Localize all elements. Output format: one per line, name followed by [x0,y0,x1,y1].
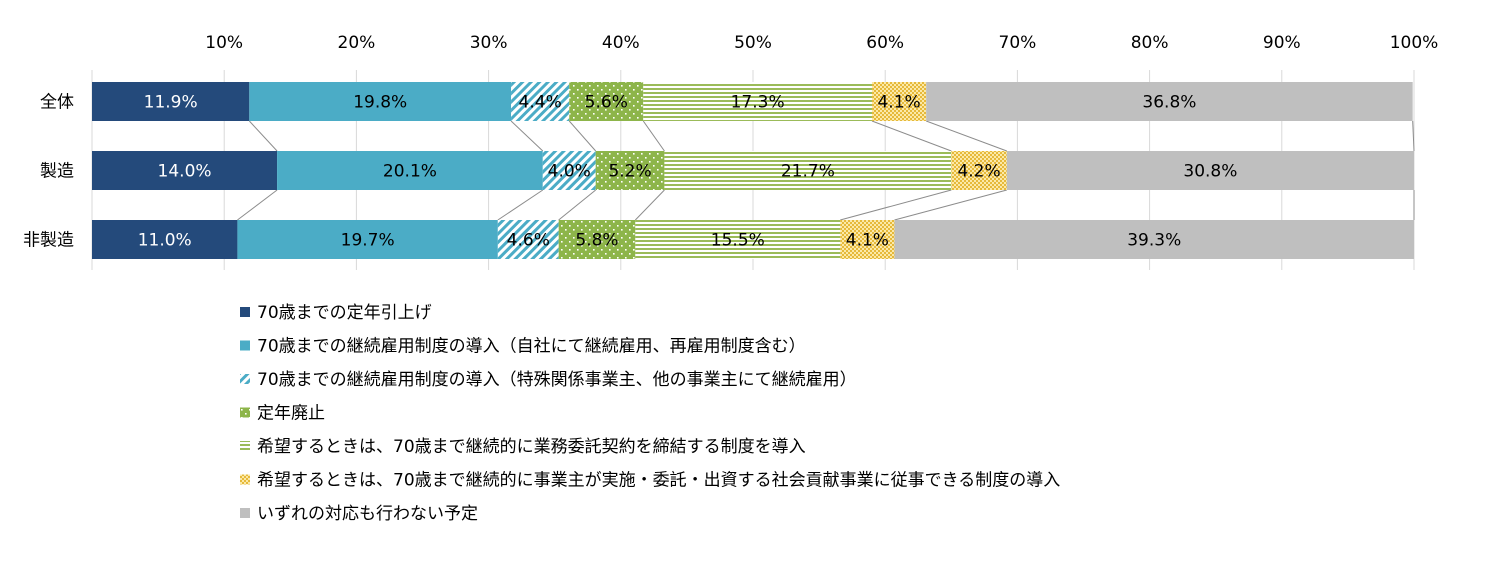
x-tick-label: 10% [205,33,243,53]
legend-label: 70歳までの継続雇用制度の導入（自社にて継続雇用、再雇用制度含む） [257,337,806,357]
bar-segment [558,220,636,259]
legend-label: 70歳までの定年引上げ [257,303,432,323]
legend-swatch [240,508,250,518]
series-connector-line [1412,120,1415,152]
bar-segment [497,220,559,259]
data-label: 4.4% [519,93,562,113]
data-label: 4.1% [877,93,920,113]
bar-segment [643,82,872,121]
data-label: 4.6% [507,231,550,251]
series-connector-line [894,189,1007,221]
bar-segment [840,220,895,259]
data-label: 11.9% [144,93,198,113]
category-label: 非製造 [23,231,74,251]
bar-segment [926,82,1413,121]
bar-segment [92,220,238,259]
legend-swatch [240,307,250,317]
x-tick-label: 80% [1131,33,1169,53]
bar-segment [894,220,1414,259]
category-label: 製造 [40,162,74,182]
legend-label: 定年廃止 [257,404,325,424]
legend-swatch [240,474,250,485]
data-label: 39.3% [1127,231,1181,251]
bar-segment [511,82,570,121]
series-connector-line [871,120,952,152]
series-connector-line [510,120,544,152]
data-label: 14.0% [158,162,212,182]
data-label: 36.8% [1142,93,1196,113]
series-connector-line [634,189,665,221]
legend-label: 希望するときは、70歳まで継続的に業務委託契約を締結する制度を導入 [257,437,806,457]
category-label: 全体 [40,93,74,113]
x-tick-label: 90% [1263,33,1301,53]
data-label: 15.5% [711,231,765,251]
bar-segment [92,151,278,190]
data-label: 19.8% [353,93,407,113]
series-connector-line [237,189,278,221]
legend-label: いずれの対応も行わない予定 [257,504,478,524]
legend-swatch [240,340,250,351]
series-connector-line [558,189,596,221]
data-label: 17.3% [731,93,785,113]
legend-swatch [240,441,250,451]
data-label: 11.0% [138,231,192,251]
data-label: 5.2% [608,162,651,182]
legend-swatch [240,407,250,418]
data-label: 4.1% [846,231,889,251]
bar-segment [569,82,644,121]
x-tick-label: 100% [1390,33,1439,53]
series-connector-line [568,120,597,152]
legend-swatch [240,374,250,384]
bar-segment [871,82,927,121]
bar-segment [237,220,498,259]
x-tick-label: 30% [470,33,508,53]
bar-segment [635,220,841,259]
series-connector-line [642,120,665,152]
legend-label: 希望するときは、70歳まで継続的に事業主が実施・委託・出資する社会貢献事業に従事… [257,471,1060,491]
x-tick-label: 40% [602,33,640,53]
bar-segment [277,151,543,190]
bar-segment [664,151,952,190]
data-label: 5.8% [575,231,618,251]
data-label: 20.1% [383,162,437,182]
data-label: 5.6% [585,93,628,113]
bar-segment [595,151,665,190]
bar-segment [92,82,250,121]
bar-segment [1006,151,1414,190]
data-label: 19.7% [341,231,395,251]
x-tick-label: 20% [338,33,376,53]
bar-segment [249,82,512,121]
x-tick-label: 60% [866,33,904,53]
bar-segment [542,151,596,190]
data-label: 21.7% [781,162,835,182]
series-connector-line [840,189,952,221]
x-tick-label: 50% [734,33,772,53]
data-label: 30.8% [1183,162,1237,182]
series-connector-line [497,189,544,221]
data-label: 4.0% [548,162,591,182]
x-tick-label: 70% [999,33,1037,53]
legend-label: 70歳までの継続雇用制度の導入（特殊関係事業主、他の事業主にて継続雇用） [257,370,857,390]
series-connector-line [248,120,278,152]
series-connector-line [926,120,1007,152]
bar-segment [951,151,1007,190]
data-label: 4.2% [957,162,1000,182]
